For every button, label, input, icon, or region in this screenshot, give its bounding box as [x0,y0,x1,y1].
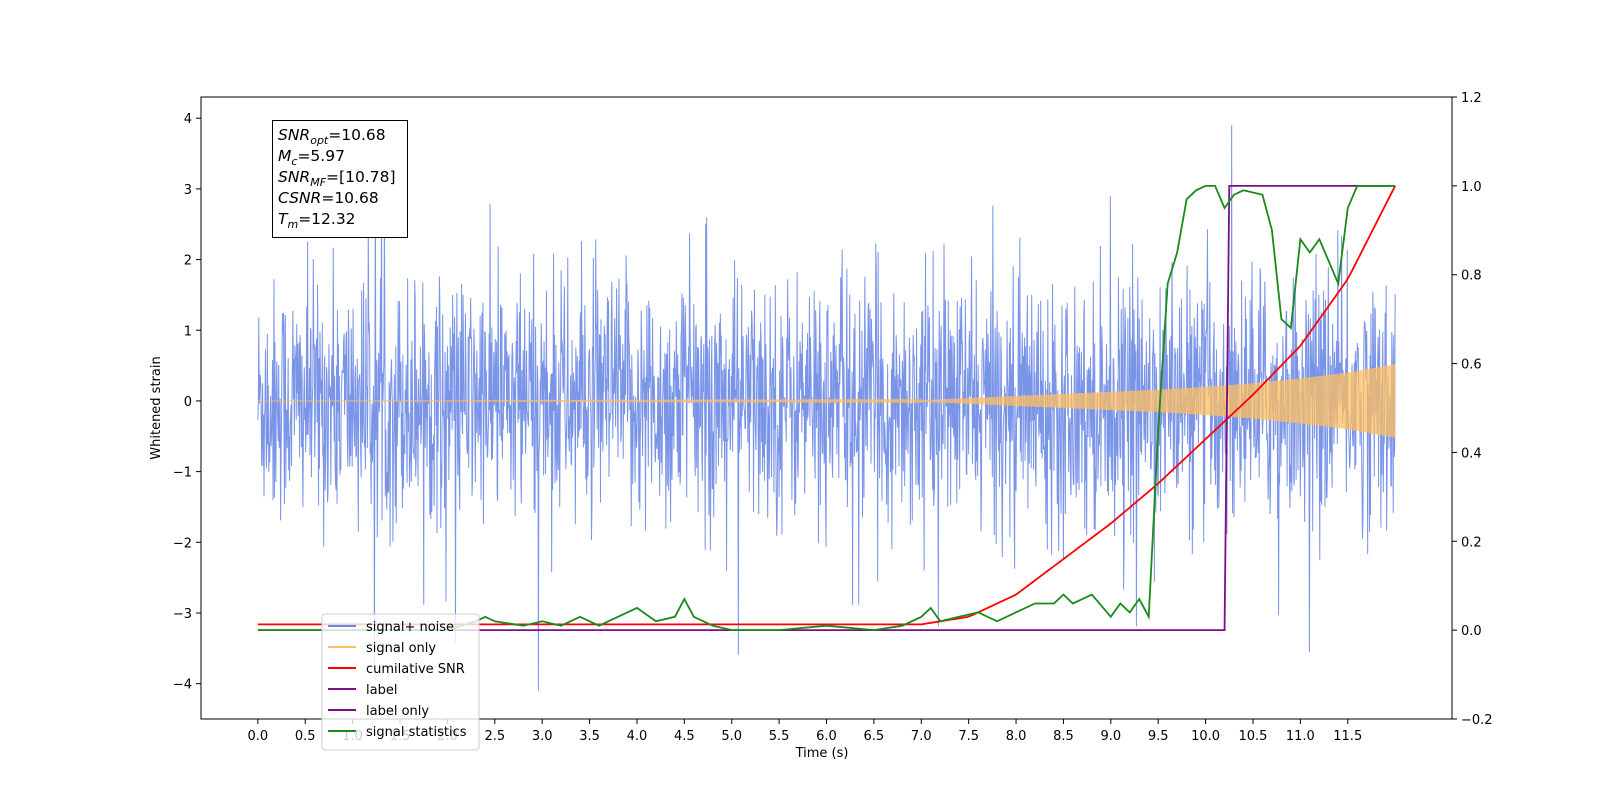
x-tick-label: 0.5 [295,729,316,744]
y-tick-label: −3 [173,607,192,622]
x-tick-label: 7.0 [911,729,932,744]
legend-entry: cumilative SNR [366,662,465,677]
legend: signal+ noise signal only cumilative SNR la… [321,613,480,751]
x-tick-label: 9.0 [1100,729,1121,744]
y2-tick-label: 1.2 [1461,91,1482,106]
y2-tick-label: 0.2 [1461,535,1482,550]
x-tick-label: 10.0 [1191,729,1220,744]
y2-tick-label: 0.8 [1461,269,1482,284]
plot-area [257,125,1396,691]
parameter-annotation-box: SNRopt=10.68 Mc=5.97 SNRMF=[10.78] CSNR=… [272,120,408,238]
y-tick-label: 4 [184,112,192,127]
legend-entry: label [366,683,397,698]
mc-annotation: Mc=5.97 [278,147,345,169]
x-tick-label: 10.5 [1239,729,1268,744]
y-axis-right: −0.2 0.0 0.2 0.4 0.6 0.8 1.0 1.2 [1452,91,1493,728]
y-axis-label: Whitened strain [149,356,164,459]
csnr-value: =10.68 [321,189,379,207]
legend-frame [321,613,480,751]
y-tick-label: 2 [184,254,192,269]
x-tick-label: 11.0 [1286,729,1315,744]
x-tick-label: 8.5 [1053,729,1074,744]
y2-tick-label: 0.4 [1461,446,1482,461]
y2-tick-label: 1.0 [1461,180,1482,195]
y2-tick-label: −0.2 [1461,713,1493,728]
series-signal-only [257,364,1396,438]
legend-entry: label only [366,704,429,719]
y-tick-label: 0 [184,395,192,410]
snr-opt-annotation: SNRopt=10.68 [278,126,386,148]
y-tick-label: 1 [184,324,192,339]
x-tick-label: 5.5 [769,729,790,744]
csnr-annotation: CSNR=10.68 [278,189,379,207]
mc-value: =5.97 [297,147,345,165]
x-tick-label: 6.5 [864,729,885,744]
y2-tick-label: 0.6 [1461,358,1482,373]
series-signal-statistics [257,184,1396,632]
x-axis-label: Time (s) [795,746,849,761]
x-tick-label: 4.5 [674,729,695,744]
y-axis-left: −4 −3 −2 −1 0 1 2 3 4 [173,112,201,693]
snr-mf-annotation: SNRMF=[10.78] [278,168,396,190]
series-signal-noise [257,125,1396,691]
y-tick-label: 3 [184,183,192,198]
y-tick-label: −1 [173,466,192,481]
x-tick-label: 4.0 [627,729,648,744]
y-tick-label: −2 [173,536,192,551]
x-tick-label: 0.0 [248,729,269,744]
x-tick-label: 7.5 [958,729,979,744]
x-tick-label: 3.5 [579,729,600,744]
legend-entry: signal only [366,641,436,656]
snr-mf-value: =[10.78] [326,168,396,186]
legend-entry: signal statistics [366,725,467,740]
y2-tick-label: 0.0 [1461,624,1482,639]
x-tick-label: 5.0 [721,729,742,744]
tm-annotation: Tm=12.32 [278,210,356,232]
x-tick-label: 11.5 [1333,729,1362,744]
x-tick-label: 3.0 [532,729,553,744]
y-tick-label: −4 [173,678,192,693]
tm-value: =12.32 [298,210,356,228]
x-tick-label: 2.5 [484,729,505,744]
x-tick-label: 6.0 [816,729,837,744]
x-tick-label: 8.0 [1006,729,1027,744]
snr-opt-value: =10.68 [328,126,386,144]
legend-entry: signal+ noise [366,620,454,635]
x-tick-label: 9.5 [1148,729,1169,744]
